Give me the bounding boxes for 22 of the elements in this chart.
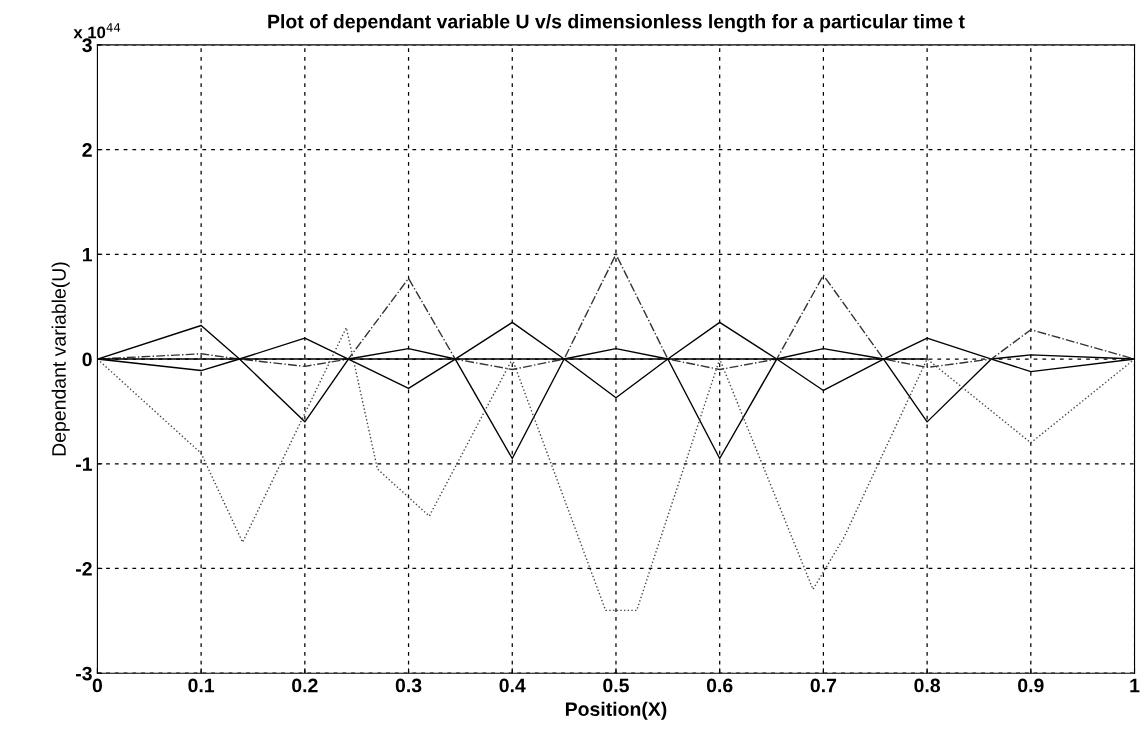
y-tick-label: 2 xyxy=(82,143,92,157)
x-tick-label: 0.5 xyxy=(603,678,629,693)
x-tick-label: 0.3 xyxy=(395,678,422,693)
text: x 10$^{44}$ xyxy=(73,23,121,39)
x-tick-label: 0.7 xyxy=(810,678,837,693)
chart-title: Plot of dependant variable U v/s dimensionless length for a particular time t xyxy=(268,14,965,33)
y-tick-label: -2 xyxy=(76,561,92,576)
y-tick-label: -3 xyxy=(76,666,92,681)
x-tick-label: 0.6 xyxy=(706,678,733,693)
y-tick-label: 0 xyxy=(82,352,92,367)
x-tick-label: 0 xyxy=(92,678,103,693)
x-tick-label: 1 xyxy=(1130,678,1140,693)
y-tick-label: 3 xyxy=(82,38,92,53)
x-tick-label: 0.4 xyxy=(499,678,526,693)
y-tick-label: 1 xyxy=(82,247,93,262)
x-tick-label: 0.9 xyxy=(1018,678,1044,693)
x-tick-label: 0.1 xyxy=(188,678,215,693)
y-tick-label: -1 xyxy=(76,457,93,471)
x-tick-label: 0.8 xyxy=(914,678,941,693)
x-axis-title: Position(X) xyxy=(565,701,667,720)
x-tick-label: 0.2 xyxy=(292,678,318,693)
y-axis-title: Dependant variable(U) xyxy=(51,262,70,456)
